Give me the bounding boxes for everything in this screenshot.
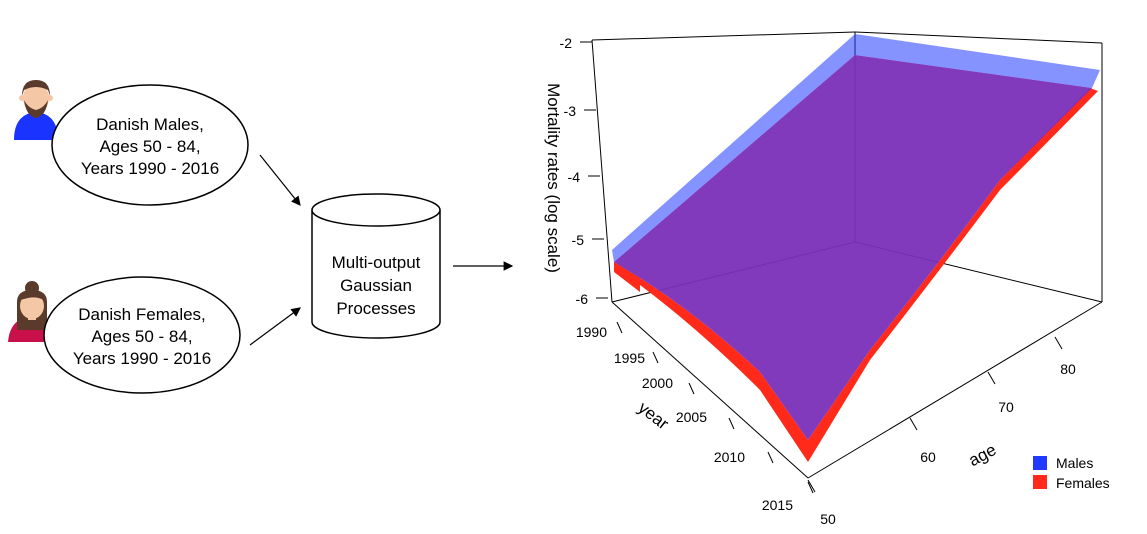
legend-label-females: Females [1056, 475, 1110, 491]
z-tick-label: -3 [564, 103, 577, 119]
model-node-line3: Processes [336, 299, 415, 318]
age-tick-label: 60 [920, 449, 936, 465]
z-tick-label: -5 [572, 232, 585, 248]
females-surface-left-band [614, 262, 640, 292]
age-axis-label: age [965, 440, 999, 470]
year-tick-label: 2015 [762, 497, 793, 513]
year-tick-label: 1995 [614, 350, 645, 366]
year-axis-label: year [635, 398, 673, 434]
age-tick-label: 80 [1060, 361, 1076, 377]
z-tick-label: -6 [576, 291, 589, 307]
model-node-line1: Multi-output [332, 253, 421, 272]
males-node-line2: Ages 50 - 84, [99, 137, 200, 156]
males-node-line1: Danish Males, [96, 115, 204, 134]
year-tick-label: 1990 [576, 324, 607, 340]
age-tick-label: 50 [820, 511, 836, 527]
year-tick-label: 2010 [714, 449, 745, 465]
z-tick-label: -4 [568, 169, 581, 185]
plot-box-front [611, 301, 1103, 479]
age-tick-label: 70 [998, 399, 1014, 415]
z-axis-label: Mortality rates (log scale) [544, 83, 563, 273]
arrow-females-to-model [249, 307, 301, 346]
females-node-line3: Years 1990 - 2016 [73, 349, 211, 368]
z-axis: -2 -3 -4 -5 -6 Mortality rates (log scal… [544, 35, 608, 307]
arrow-males-to-model [259, 154, 301, 206]
legend-swatch-females [1033, 475, 1047, 489]
females-node-line2: Ages 50 - 84, [91, 327, 192, 346]
females-data-node: Danish Females, Ages 50 - 84, Years 1990… [43, 276, 241, 394]
model-cylinder-node: Multi-output Gaussian Processes [311, 193, 441, 339]
females-node-line1: Danish Females, [78, 305, 206, 324]
legend-swatch-males [1033, 456, 1047, 470]
males-data-node: Danish Males, Ages 50 - 84, Years 1990 -… [51, 84, 249, 206]
legend: Males Females [1033, 455, 1110, 491]
surface-plot: -2 -3 -4 -5 -6 Mortality rates (log scal… [544, 31, 1110, 527]
year-tick-label: 2000 [642, 375, 673, 391]
overlap-surface [614, 55, 1092, 440]
male-avatar-icon [14, 80, 58, 140]
model-node-line2: Gaussian [340, 276, 412, 295]
female-avatar-icon [8, 281, 56, 342]
males-node-line3: Years 1990 - 2016 [81, 159, 219, 178]
legend-label-males: Males [1056, 455, 1093, 471]
year-tick-label: 2005 [676, 409, 707, 425]
z-tick-label: -2 [560, 35, 573, 51]
